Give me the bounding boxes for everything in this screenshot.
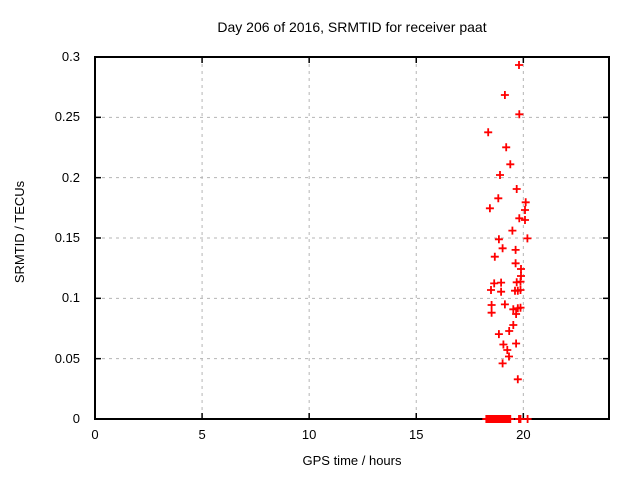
data-point-marker xyxy=(498,244,507,253)
data-point-marker xyxy=(509,321,518,329)
data-point-marker xyxy=(512,339,521,348)
x-tick-label: 20 xyxy=(516,427,531,442)
y-axis-label: SRMTID / TECUs xyxy=(12,180,27,284)
data-point-marker xyxy=(487,308,496,317)
data-point-marker xyxy=(498,359,507,368)
data-point-marker xyxy=(515,110,524,119)
data-point-marker xyxy=(499,340,508,349)
y-tick-label: 0.2 xyxy=(61,169,80,185)
data-point-marker xyxy=(497,287,506,296)
data-point-marker xyxy=(512,185,521,193)
y-tick-label: 0.15 xyxy=(54,230,80,245)
data-point-marker xyxy=(513,375,522,384)
x-tick-label: 5 xyxy=(198,427,206,442)
y-tick-label: 0.1 xyxy=(61,290,80,306)
data-point-marker xyxy=(508,226,517,235)
data-point-marker xyxy=(516,277,525,286)
data-point-marker xyxy=(500,300,509,309)
y-tick-label: 0.3 xyxy=(61,49,80,64)
x-tick-label: 15 xyxy=(409,427,424,442)
data-point-marker xyxy=(503,346,512,354)
data-point-marker xyxy=(511,259,520,268)
x-tick-label: 10 xyxy=(301,427,317,442)
data-point-marker xyxy=(516,286,525,294)
data-point-marker xyxy=(494,330,503,339)
zero-band-marker xyxy=(506,415,515,423)
data-point-marker xyxy=(485,204,494,213)
data-point-marker xyxy=(496,171,504,179)
data-point-marker xyxy=(500,91,509,99)
data-point-marker xyxy=(509,305,518,314)
data-point-marker xyxy=(515,61,523,69)
y-tick-label: 0 xyxy=(72,411,80,426)
data-point-marker xyxy=(515,214,524,223)
data-point-marker xyxy=(490,252,499,261)
data-point-marker xyxy=(497,278,506,287)
y-tick-label: 0.05 xyxy=(54,350,80,366)
x-axis-label: GPS time / hours xyxy=(302,453,402,468)
data-point-marker xyxy=(505,327,514,335)
data-point-marker xyxy=(521,216,529,224)
x-tick-label: 0 xyxy=(91,427,99,442)
data-point-marker xyxy=(487,301,496,309)
data-point-marker xyxy=(523,234,532,243)
data-point-marker xyxy=(517,265,525,273)
data-point-marker xyxy=(516,303,525,312)
chart-title: Day 206 of 2016, SRMTID for receiver paa… xyxy=(217,19,487,35)
data-point-marker xyxy=(490,279,499,288)
data-point-marker xyxy=(512,310,521,318)
data-point-marker xyxy=(487,286,495,294)
data-point-marker xyxy=(511,245,520,254)
y-tick-label: 0.25 xyxy=(54,109,80,125)
data-point-marker xyxy=(506,160,515,169)
data-point-marker xyxy=(521,206,529,214)
zero-band-marker xyxy=(516,415,525,423)
zero-band-marker xyxy=(523,415,532,423)
data-point-marker xyxy=(484,128,493,137)
data-point-marker xyxy=(494,194,503,203)
data-point-marker xyxy=(505,352,513,361)
data-point-marker xyxy=(521,198,530,207)
data-point-marker xyxy=(494,235,503,244)
data-point-marker xyxy=(502,143,511,152)
